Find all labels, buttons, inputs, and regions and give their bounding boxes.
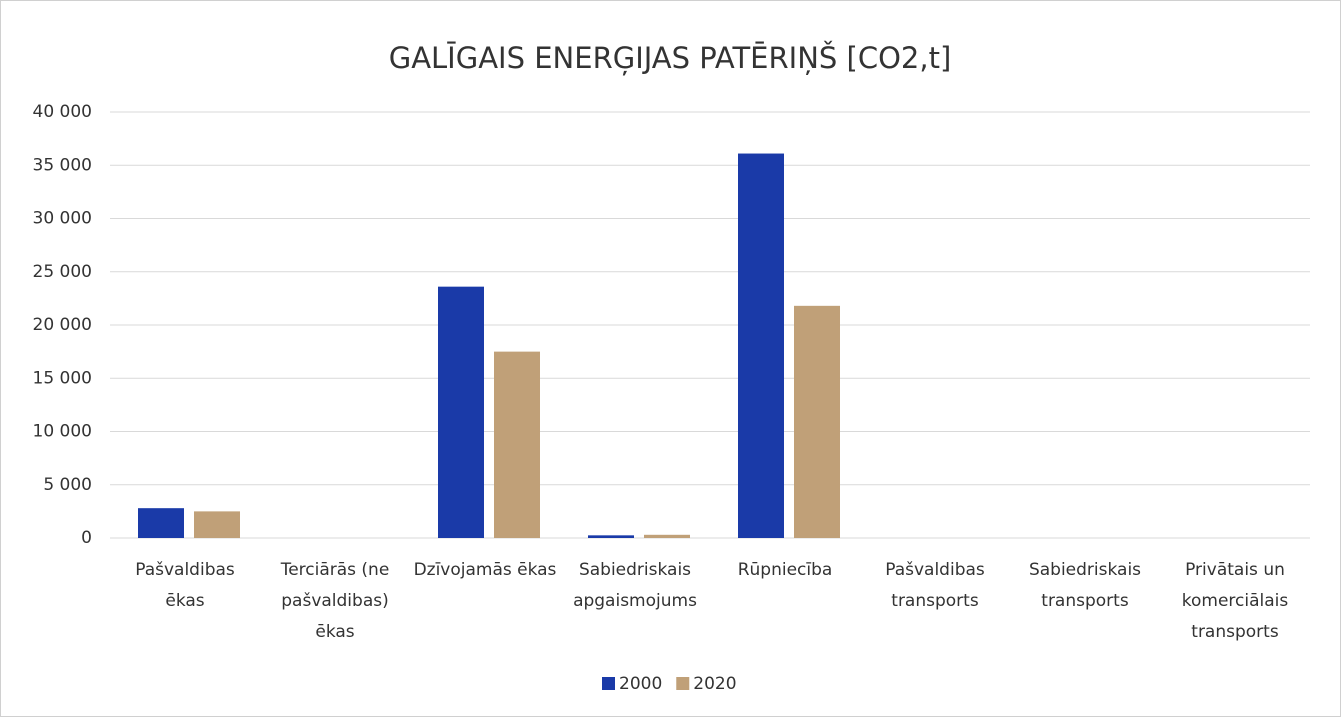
bar (644, 534, 690, 538)
bar (194, 511, 240, 538)
y-tick-label: 10 000 (33, 422, 92, 442)
y-tick-label: 25 000 (33, 262, 92, 282)
y-tick-label: 40 000 (33, 102, 92, 122)
x-tick-label: Pašvaldibas ēkas (135, 560, 235, 611)
x-tick-label: Pašvaldibas transports (885, 560, 985, 611)
x-tick-label: Dzīvojamās ēkas (414, 560, 557, 580)
legend-swatch (602, 677, 615, 690)
legend-label: 2000 (619, 674, 662, 694)
x-tick-label: Sabiedriskais apgaismojums (573, 560, 697, 611)
bar (494, 351, 540, 538)
y-tick-label: 20 000 (33, 315, 92, 335)
bar (738, 153, 784, 538)
legend-swatch (676, 677, 690, 690)
x-tick-label: Terciārās (ne pašvaldibas) ēkas (280, 560, 390, 642)
x-tick-label: Privātais un komerciālais transports (1182, 560, 1289, 642)
legend-label: 2020 (693, 674, 736, 694)
bar (438, 286, 484, 538)
bar (794, 305, 840, 538)
bar (138, 508, 184, 538)
y-tick-label: 15 000 (33, 368, 92, 388)
bar (588, 535, 634, 538)
y-tick-label: 5 000 (43, 475, 92, 495)
chart-title: GALĪGAIS ENERĢIJAS PATĒRIŅŠ [CO2,t] (389, 41, 952, 75)
y-tick-label: 35 000 (33, 155, 92, 175)
x-tick-label: Sabiedriskais transports (1029, 560, 1141, 611)
x-tick-label: Rūpniecība (738, 560, 833, 580)
y-tick-label: 30 000 (33, 209, 92, 229)
y-tick-label: 0 (81, 528, 92, 548)
